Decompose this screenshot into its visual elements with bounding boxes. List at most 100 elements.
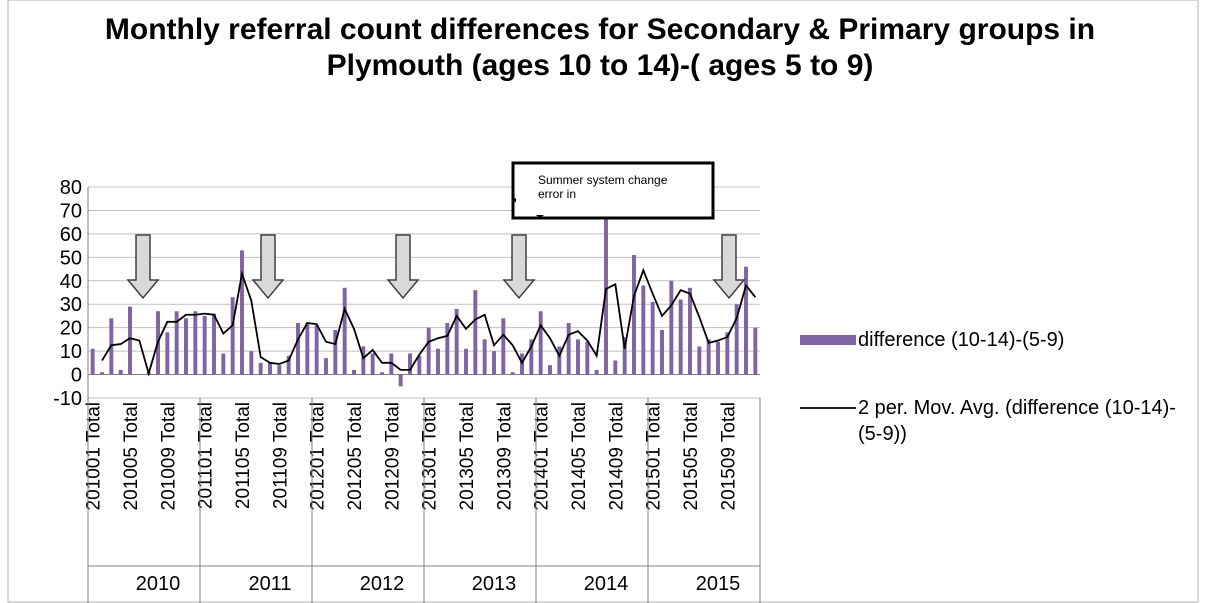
annotation: Summer system change error in	[538, 173, 668, 201]
bar	[529, 339, 534, 375]
bar	[725, 332, 730, 375]
bar	[688, 287, 692, 375]
bar	[734, 304, 739, 375]
bar	[706, 339, 711, 375]
y-tick-label: 40	[60, 271, 82, 293]
bar	[90, 348, 95, 375]
x-tick-label: 201405 Total	[569, 402, 590, 510]
x-tick-label: 201101 Total	[196, 402, 217, 509]
bar	[296, 322, 300, 375]
arrow	[251, 234, 285, 300]
x-tick-label: 201409 Total	[606, 402, 627, 510]
bar	[454, 308, 459, 375]
y-tick-label: 10	[60, 341, 82, 363]
x-tick-label: 201201 Total	[308, 402, 329, 510]
line	[101, 267, 757, 377]
bar	[632, 254, 636, 375]
bar	[184, 318, 188, 375]
x-tick-label: 201205 Total	[345, 402, 366, 510]
arrow	[126, 234, 160, 300]
bar	[678, 299, 683, 375]
bar	[501, 318, 506, 375]
legend-label: 2 per. Mov. Avg. (difference (10-14)-(5-…	[858, 397, 1176, 445]
bar	[286, 355, 291, 375]
x-tick-label: 201305 Total	[457, 402, 478, 510]
x-tick-label: 201005 Total	[121, 402, 142, 510]
x-tick-label: 201509 Total	[718, 402, 739, 510]
bar	[660, 330, 664, 375]
bar	[361, 346, 366, 375]
bar	[240, 250, 244, 375]
bar	[594, 369, 599, 375]
bar	[202, 315, 207, 375]
bar	[576, 339, 580, 375]
legend-swatch	[800, 335, 856, 345]
bar	[258, 362, 263, 375]
callout-shape	[511, 161, 715, 220]
bar	[650, 301, 655, 375]
x-tick-label: 201501 Total	[644, 402, 665, 510]
bar	[436, 348, 440, 375]
y-tick-label: 0	[71, 365, 82, 387]
bar	[669, 280, 674, 375]
group-label: 2012	[360, 573, 405, 595]
bar	[221, 353, 226, 375]
bar	[230, 297, 235, 375]
bar	[193, 311, 198, 375]
bar	[697, 346, 702, 375]
x-tick-label: 201505 Total	[681, 402, 702, 510]
bar	[370, 353, 375, 375]
group-label: 2011	[248, 573, 291, 595]
bar	[380, 372, 384, 375]
bar	[473, 290, 478, 375]
bar	[482, 339, 487, 375]
y-tick-label: 50	[60, 247, 82, 269]
chart-border	[7, 0, 1199, 603]
x-tick-label: 201209 Total	[382, 402, 403, 510]
bar	[641, 285, 646, 375]
group-label: 2013	[472, 573, 517, 595]
y-tick-label: 30	[60, 294, 82, 316]
bar	[342, 287, 347, 375]
bar	[212, 313, 216, 375]
bar	[333, 330, 338, 375]
bar	[417, 355, 422, 375]
group-label: 2014	[584, 573, 629, 595]
y-tick-label: 20	[60, 318, 82, 340]
bar	[389, 353, 394, 375]
arrows	[126, 234, 746, 300]
bar	[268, 362, 272, 375]
bar	[324, 358, 328, 375]
bar	[277, 365, 282, 375]
arrow	[712, 234, 746, 300]
x-tick-label: 201301 Total	[420, 402, 441, 510]
bar	[398, 374, 403, 387]
bar	[445, 322, 450, 375]
bar	[174, 311, 179, 375]
bar	[100, 372, 104, 375]
x-tick-label: 201309 Total	[494, 402, 515, 510]
group-label: 2010	[136, 573, 181, 595]
bar	[352, 369, 356, 375]
bar	[622, 337, 627, 375]
arrow	[502, 234, 536, 300]
arrow	[386, 234, 420, 300]
bar	[585, 341, 590, 375]
callout-fill	[516, 166, 710, 215]
bar	[716, 341, 720, 375]
x-tick-label: 201109 Total	[270, 402, 291, 509]
y-tick-label: 60	[60, 224, 82, 246]
bar	[249, 351, 254, 375]
y-tick-label: -10	[53, 388, 82, 410]
y-tick-label: 70	[60, 200, 82, 222]
bar	[613, 360, 618, 375]
bar	[464, 348, 468, 375]
bar	[165, 332, 170, 375]
x-tick-label: 201401 Total	[532, 402, 553, 510]
bar	[753, 327, 758, 375]
bar	[492, 351, 496, 375]
bar	[566, 322, 571, 375]
